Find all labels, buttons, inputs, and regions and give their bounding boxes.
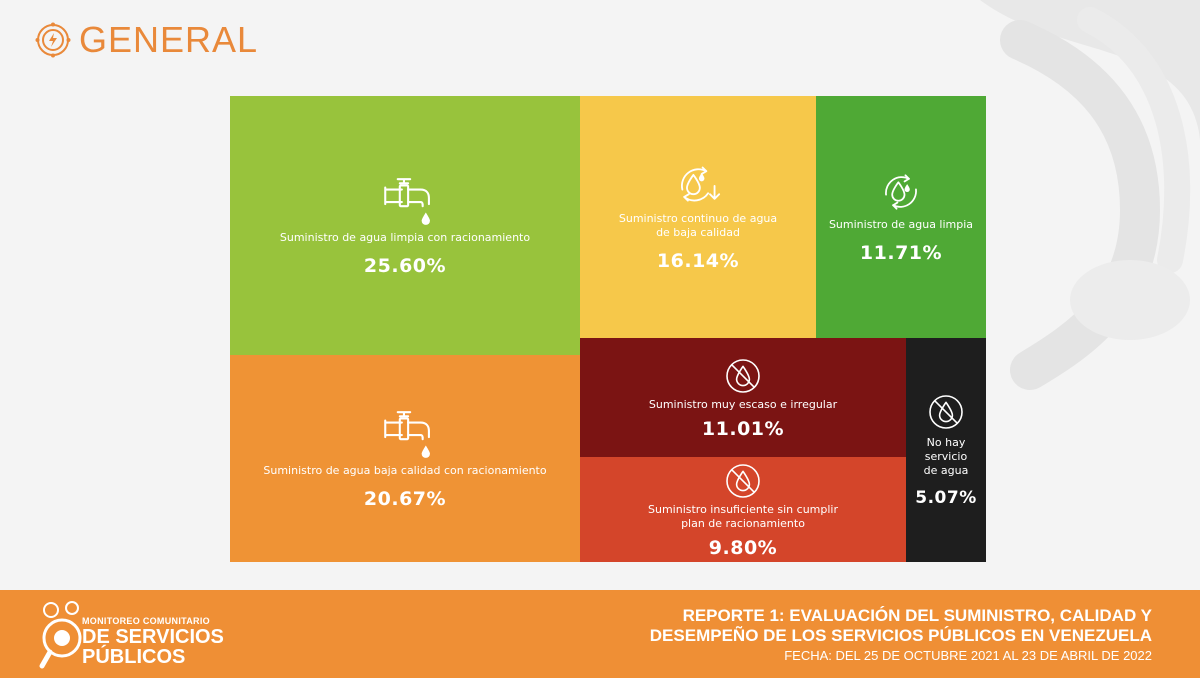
logo: MONITOREO COMUNITARIO DE SERVICIOS PÚBLI… <box>38 598 238 672</box>
report-title: REPORTE 1: EVALUACIÓN DEL SUMINISTRO, CA… <box>649 606 1152 645</box>
tile-value: 11.01% <box>701 417 785 440</box>
page-title: GENERAL <box>79 19 259 60</box>
tile-value: 9.80% <box>708 536 778 559</box>
treemap-tile-baja-calidad-racionamiento: Suministro de agua baja calidad con raci… <box>230 355 580 562</box>
treemap-chart: Suministro de agua limpia con racionamie… <box>230 96 986 562</box>
logo-emblem-icon <box>39 601 82 669</box>
logo-text-line3: PÚBLICOS <box>82 646 186 668</box>
no-water-icon <box>929 395 963 429</box>
tile-value: 16.14% <box>656 250 740 272</box>
report-info: REPORTE 1: EVALUACIÓN DEL SUMINISTRO, CA… <box>650 606 1152 663</box>
background-decoration <box>980 0 1200 390</box>
tile-label: Suministro muy escaso e irregular <box>648 397 838 411</box>
treemap-tile-muy-escaso: Suministro muy escaso e irregular 11.01% <box>580 338 906 457</box>
treemap-tile-insuficiente: Suministro insuficiente sin cumplir plan… <box>580 457 906 562</box>
tile-value: 20.67% <box>363 487 447 510</box>
treemap-tile-agua-limpia: Suministro de agua limpia 11.71% <box>816 96 986 338</box>
tile-value: 11.71% <box>859 242 943 264</box>
logo-text-line1: MONITOREO COMUNITARIO <box>82 616 210 626</box>
power-bolt-icon <box>35 22 71 58</box>
no-water-icon <box>726 463 760 498</box>
footer-bar: MONITOREO COMUNITARIO DE SERVICIOS PÚBLI… <box>0 590 1200 678</box>
logo-text-line2: DE SERVICIOS <box>82 626 224 648</box>
tile-value: 25.60% <box>363 254 447 277</box>
tile-label: Suministro continuo de agua de baja cali… <box>618 212 778 239</box>
page-header: GENERAL <box>35 19 259 60</box>
tile-label: Suministro insuficiente sin cumplir plan… <box>648 502 838 530</box>
treemap-tile-continuo-baja-calidad: Suministro continuo de agua de baja cali… <box>580 96 816 338</box>
tile-label: Suministro de agua limpia <box>828 218 974 231</box>
tile-label: Suministro de agua limpia con racionamie… <box>279 230 531 244</box>
faucet-icon <box>384 410 430 458</box>
treemap-tile-limpia-racionamiento: Suministro de agua limpia con racionamie… <box>230 96 580 355</box>
treemap-tile-no-hay: No hay servicio de agua 5.07% <box>906 338 986 562</box>
tile-label: No hay servicio de agua <box>923 436 969 477</box>
faucet-icon <box>384 177 430 225</box>
tile-label: Suministro de agua baja calidad con raci… <box>263 463 547 477</box>
water-drop-cycle-icon <box>885 174 917 210</box>
report-date: FECHA: DEL 25 DE OCTUBRE 2021 AL 23 DE A… <box>784 648 1152 663</box>
no-water-icon <box>726 358 760 393</box>
tile-value: 5.07% <box>915 488 977 508</box>
water-drop-down-icon <box>681 166 721 202</box>
